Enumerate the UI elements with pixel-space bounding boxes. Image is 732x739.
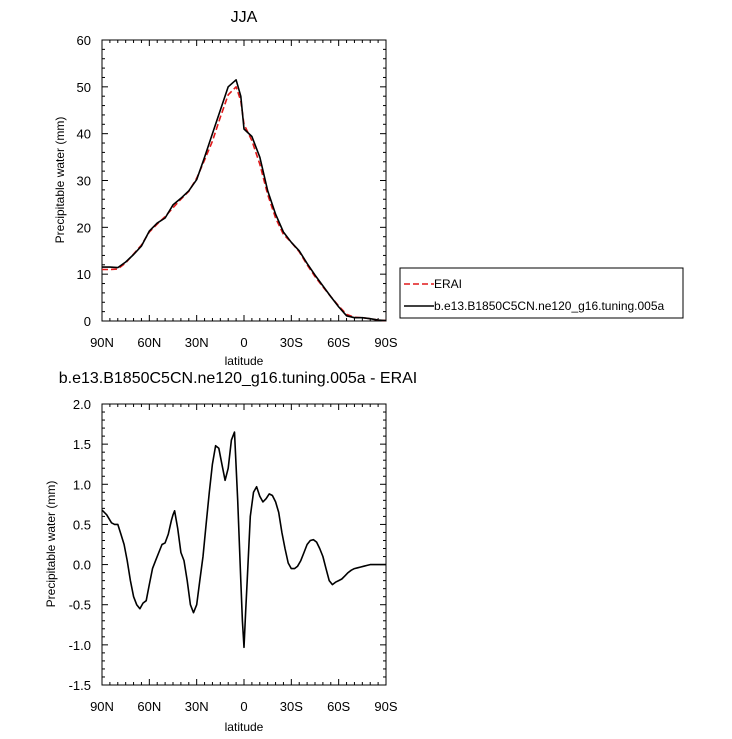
bottom-x-tick-label: 90S xyxy=(374,699,397,714)
top-y-tick-label: 0 xyxy=(84,314,91,329)
bottom-y-tick-label: 0.0 xyxy=(73,558,91,573)
top-chart-title: JJA xyxy=(231,9,258,26)
top-x-tick-label: 90S xyxy=(374,335,397,350)
top-y-tick-label: 30 xyxy=(77,174,91,189)
top-y-tick-label: 40 xyxy=(77,127,91,142)
bottom-series-line-0 xyxy=(101,431,386,649)
top-series-line-1 xyxy=(102,79,387,322)
bottom-chart-y-axis-label: Precipitable water (mm) xyxy=(44,481,58,608)
bottom-chart-title: b.e13.B1850C5CN.ne120_g16.tuning.005a - … xyxy=(59,370,417,387)
bottom-chart: b.e13.B1850C5CN.ne120_g16.tuning.005a - … xyxy=(44,370,417,734)
legend-label-erai: ERAI xyxy=(434,277,462,291)
bottom-chart-plot-area: 90N 60N 30N 0 30S 60S 90S -1.5 -1.0 -0.5 0.0 0.5 1.0… xyxy=(69,397,398,714)
top-x-tick-label: 30N xyxy=(185,335,209,350)
top-chart: JJA 90N 60N 30N 0 30S 60S 90S 0 10 20 30 40 50 60 lat… xyxy=(53,9,684,368)
bottom-x-tick-label: 60N xyxy=(137,699,161,714)
bottom-x-tick-label: 0 xyxy=(240,699,247,714)
top-x-tick-label: 60N xyxy=(137,335,161,350)
top-x-tick-label: 60S xyxy=(327,335,350,350)
bottom-y-tick-label: -1.5 xyxy=(69,678,91,693)
top-chart-legend: ERAI b.e13.B1850C5CN.ne120_g16.tuning.00… xyxy=(399,267,684,319)
bottom-y-tick-label: 1.5 xyxy=(73,437,91,452)
bottom-y-tick-label: -1.0 xyxy=(69,638,91,653)
top-x-tick-label: 0 xyxy=(240,335,247,350)
bottom-y-tick-label: 0.5 xyxy=(73,517,91,532)
top-y-tick-label: 50 xyxy=(77,80,91,95)
top-chart-plot-area: 90N 60N 30N 0 30S 60S 90S 0 10 20 30 40 50 60 xyxy=(77,33,398,350)
top-plot-frame xyxy=(101,39,387,322)
bottom-x-tick-label: 30N xyxy=(185,699,209,714)
bottom-y-tick-label: -0.5 xyxy=(69,598,91,613)
bottom-x-tick-label: 30S xyxy=(280,699,303,714)
top-y-tick-label: 60 xyxy=(77,33,91,48)
bottom-y-tick-label: 1.0 xyxy=(73,477,91,492)
legend-label-model: b.e13.B1850C5CN.ne120_g16.tuning.005a xyxy=(434,299,665,313)
legend-box xyxy=(399,267,684,319)
bottom-y-tick-label: 2.0 xyxy=(73,397,91,412)
top-chart-x-axis-label: latitude xyxy=(225,354,264,368)
bottom-x-tick-label: 60S xyxy=(327,699,350,714)
bottom-x-tick-label: 90N xyxy=(90,699,114,714)
top-x-tick-label: 30S xyxy=(280,335,303,350)
bottom-chart-x-axis-label: latitude xyxy=(225,720,264,734)
top-chart-y-axis-label: Precipitable water (mm) xyxy=(53,117,67,244)
top-y-tick-label: 10 xyxy=(77,267,91,282)
top-y-tick-label: 20 xyxy=(77,220,91,235)
top-x-tick-label: 90N xyxy=(90,335,114,350)
